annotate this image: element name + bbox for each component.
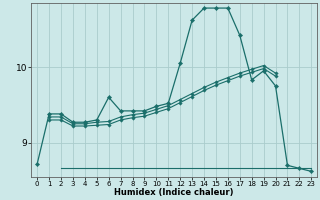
X-axis label: Humidex (Indice chaleur): Humidex (Indice chaleur) [115,188,234,197]
